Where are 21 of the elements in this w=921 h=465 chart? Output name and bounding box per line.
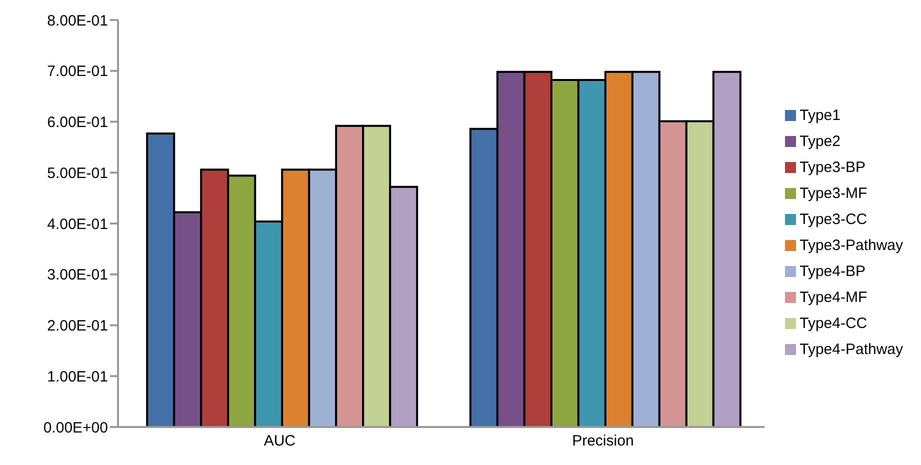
legend-label: Type4-MF xyxy=(800,288,868,306)
y-tick-label: 6.00E-01 xyxy=(47,114,108,132)
x-tick-label: AUC xyxy=(264,432,296,450)
y-tick-label: 3.00E-01 xyxy=(47,266,108,284)
legend-label: Type3-BP xyxy=(800,158,866,176)
y-tick-label: 5.00E-01 xyxy=(47,164,108,182)
y-tick-label: 8.00E-01 xyxy=(47,12,108,30)
y-tick-label: 2.00E-01 xyxy=(47,318,108,335)
y-tick-label: 7.00E-01 xyxy=(47,63,108,80)
y-tick-label: 0.00E+00 xyxy=(43,419,108,436)
legend-label: Type3-CC xyxy=(800,210,868,228)
y-tick-label: 1.00E-01 xyxy=(47,368,108,386)
legend-label: Type3-MF xyxy=(800,184,868,202)
legend-label: Type4-CC xyxy=(800,314,868,332)
y-tick-label: 4.00E-01 xyxy=(47,216,108,233)
legend-label: Type4-BP xyxy=(800,262,866,280)
legend-label: Type3-Pathway xyxy=(800,236,903,254)
legend-label: Type4-Pathway xyxy=(800,340,903,358)
legend-label: Type1 xyxy=(800,106,840,124)
x-tick-label: Precision xyxy=(572,432,634,450)
legend-label: Type2 xyxy=(800,132,840,150)
